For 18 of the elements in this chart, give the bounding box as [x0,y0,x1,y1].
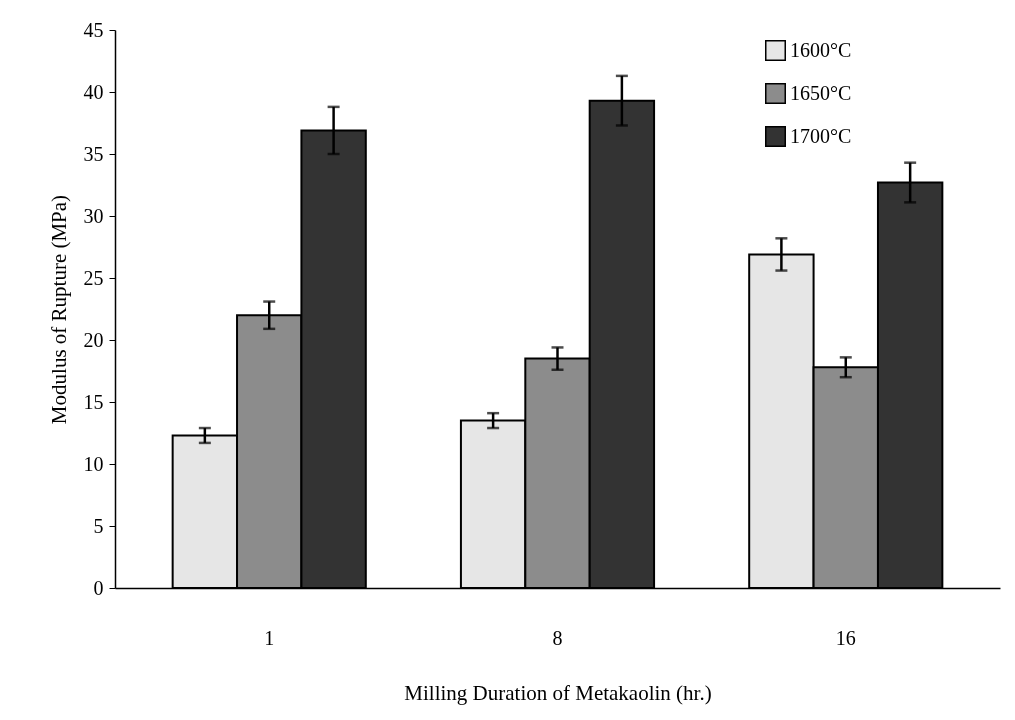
x-tick-label: 8 [552,626,563,649]
x-axis-title: Milling Duration of Metakaolin (hr.) [404,680,712,705]
y-tick-label: 25 [83,266,104,289]
y-tick-label: 15 [83,390,104,413]
legend-label: 1700°C [790,124,852,147]
y-axis-title: Modulus of Rupture (MPa) [46,194,71,425]
y-tick-label: 40 [83,80,104,103]
y-tick-label: 30 [83,204,104,227]
legend-label: 1650°C [790,81,852,104]
y-tick-label: 45 [83,18,104,41]
x-tick-label: 1 [264,626,275,649]
y-tick-label: 10 [83,452,104,475]
y-tick-label: 5 [93,514,104,537]
y-tick-label: 20 [83,328,104,351]
x-tick-label: 16 [835,626,856,649]
y-tick-label: 35 [83,142,104,165]
y-tick-label: 0 [93,576,104,599]
legend-label: 1600°C [790,38,852,61]
